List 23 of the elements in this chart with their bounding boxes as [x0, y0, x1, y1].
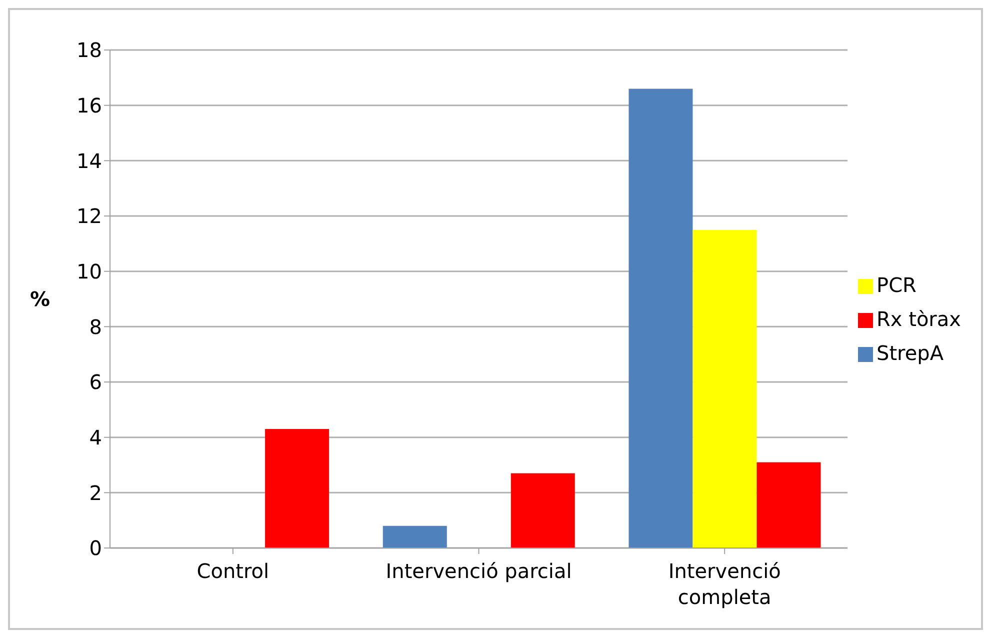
y-tick-label: 18	[76, 38, 102, 62]
y-tick-label: 8	[89, 314, 102, 339]
bar	[628, 88, 693, 548]
y-axis-title: %	[30, 287, 50, 312]
y-tick-label: 14	[76, 148, 102, 173]
x-tick-label: Intervenció completa	[668, 559, 781, 609]
x-tick-label: Control	[196, 559, 270, 583]
y-tick-label: 2	[89, 480, 102, 505]
legend-label: PCR	[876, 273, 916, 297]
y-tick-label: 0	[89, 536, 102, 560]
bar	[510, 473, 575, 548]
bar	[692, 230, 757, 548]
bar	[265, 429, 330, 548]
legend-label: StrepA	[876, 341, 944, 365]
bar	[756, 462, 821, 548]
y-tick-label: 10	[76, 259, 102, 284]
y-tick-label: 12	[76, 204, 102, 228]
y-tick-label: 16	[76, 93, 102, 118]
y-tick-label: 6	[89, 370, 102, 394]
y-tick-label: 4	[89, 425, 102, 450]
bar	[382, 526, 447, 548]
x-tick-label: Intervenció parcial	[386, 559, 572, 583]
legend-label: Rx tòrax	[876, 307, 961, 331]
